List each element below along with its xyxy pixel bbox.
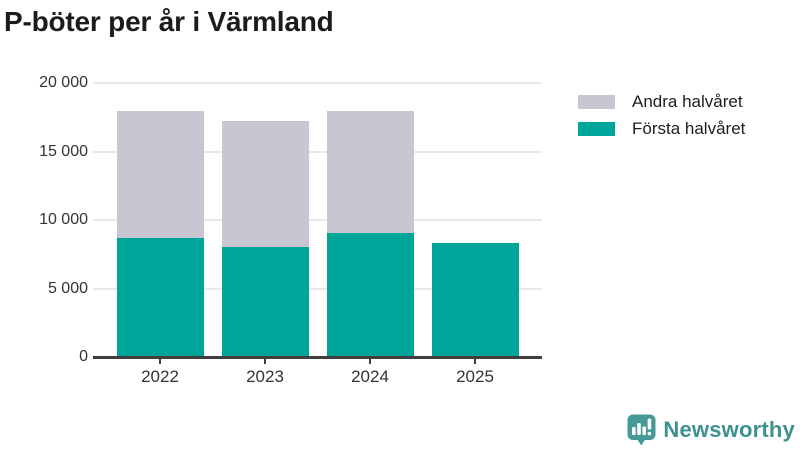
gridline: [93, 287, 542, 290]
bar-segment-2024-top: [326, 111, 414, 234]
legend-swatch: [578, 95, 615, 109]
x-axis-tick: [369, 358, 371, 364]
y-axis-labels: 0 5 000 10 000 15 000 20 000: [0, 0, 88, 450]
y-tick-label: 20 000: [39, 74, 88, 91]
x-axis-tick: [264, 358, 266, 364]
legend-item: Första halvåret: [578, 119, 746, 138]
legend: Andra halvåret Första halvåret: [578, 92, 746, 147]
legend-label: Andra halvåret: [632, 92, 743, 111]
y-tick-label: 10 000: [39, 211, 88, 228]
gridline: [93, 82, 542, 84]
gridline: [93, 219, 542, 221]
bar-segment-2023-bottom: [221, 247, 309, 357]
y-tick-label: 15 000: [39, 142, 88, 160]
chart-title: P-böter per år i Värmland: [4, 6, 334, 37]
legend-item: Andra halvåret: [578, 92, 745, 111]
x-tick-label: 2025: [456, 367, 494, 386]
x-tick-label: 2024: [351, 367, 389, 386]
bar-segment-2024-bottom: [326, 233, 414, 357]
newsworthy-bubble-chart-icon: [627, 414, 656, 446]
newsworthy-logo[interactable]: Newsworthy: [627, 414, 795, 446]
x-axis-line: [93, 356, 542, 359]
y-tick-label: 0: [79, 348, 88, 365]
plot-area: [93, 82, 542, 364]
gridline: [93, 150, 542, 153]
bar-segment-2025-bottom: [431, 243, 519, 357]
bar-segment-2023-top: [221, 121, 309, 248]
legend-label: Första halvåret: [632, 119, 746, 138]
bar-segment-2022-bottom: [116, 237, 204, 357]
x-tick-label: 2023: [246, 367, 284, 386]
bar-segment-2022-top: [116, 111, 204, 238]
x-tick-label: 2022: [141, 367, 179, 386]
x-axis-tick: [159, 358, 161, 364]
newsworthy-logo-text: Newsworthy: [663, 417, 795, 442]
y-tick-label: 5 000: [47, 279, 88, 297]
legend-swatch: [578, 122, 615, 136]
x-axis-tick: [474, 358, 476, 364]
